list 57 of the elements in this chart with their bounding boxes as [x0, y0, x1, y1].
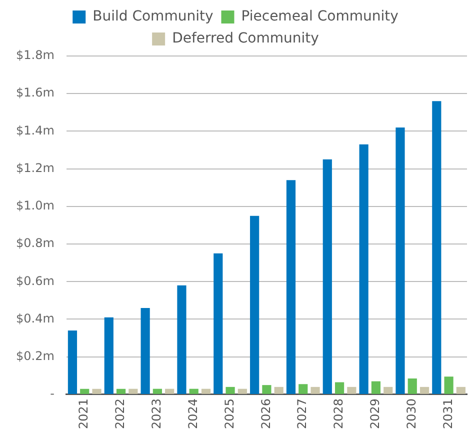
legend-label: Build Community — [92, 8, 214, 25]
x-tick-label: 2030 — [404, 398, 418, 430]
y-tick-label: - — [50, 386, 54, 401]
x-tick-label: 2022 — [113, 398, 128, 430]
bar — [408, 378, 417, 394]
y-tick-label: $0.4m — [16, 311, 54, 326]
bar — [371, 381, 381, 394]
x-tick-label: 2025 — [222, 398, 236, 430]
bar — [152, 388, 162, 394]
bar — [286, 180, 296, 394]
bar — [359, 144, 368, 394]
bar — [201, 388, 211, 394]
y-tick-label: $1.6m — [16, 86, 54, 100]
bar — [104, 317, 114, 394]
x-tick-label: 2029 — [368, 398, 382, 430]
legend-label: Piecemeal Community — [241, 8, 398, 25]
bar — [250, 216, 260, 394]
y-tick-label: $0.8m — [16, 236, 54, 250]
bar — [298, 384, 308, 394]
bar — [238, 388, 247, 394]
bar — [214, 253, 223, 394]
bar — [116, 388, 126, 394]
bar — [274, 386, 284, 394]
bar — [396, 127, 405, 394]
bar — [432, 101, 442, 394]
bar — [456, 386, 466, 394]
bar — [226, 386, 235, 394]
bar — [262, 385, 272, 394]
x-tick-label: 2028 — [332, 398, 346, 430]
x-tick-label: 2027 — [295, 398, 310, 430]
y-tick-label: $0.6m — [16, 274, 54, 288]
bar — [128, 388, 138, 394]
bar — [420, 386, 430, 394]
bar — [384, 386, 393, 394]
x-tick-label: 2024 — [186, 398, 200, 430]
bar — [80, 388, 90, 394]
y-tick-label: $1.8m — [16, 48, 54, 62]
y-tick-label: $1.0m — [16, 198, 54, 213]
y-tick-label: $1.4m — [16, 123, 54, 138]
legend-label: Deferred Community — [172, 30, 319, 47]
x-tick-label: 2023 — [150, 398, 164, 430]
bar — [165, 388, 174, 394]
bar — [347, 386, 356, 394]
bar — [189, 388, 198, 394]
x-tick-label: 2026 — [258, 398, 273, 430]
bar — [140, 308, 150, 394]
bar — [310, 386, 320, 394]
x-tick-label: 2021 — [76, 398, 91, 430]
bar — [177, 285, 186, 394]
bar — [92, 388, 102, 394]
bar — [68, 330, 78, 394]
x-tick-label: 2031 — [440, 398, 455, 430]
bar — [334, 382, 344, 394]
bar — [444, 376, 454, 394]
y-tick-label: $1.2m — [16, 160, 54, 175]
bar — [322, 159, 332, 394]
y-tick-label: $0.2m — [16, 348, 54, 363]
